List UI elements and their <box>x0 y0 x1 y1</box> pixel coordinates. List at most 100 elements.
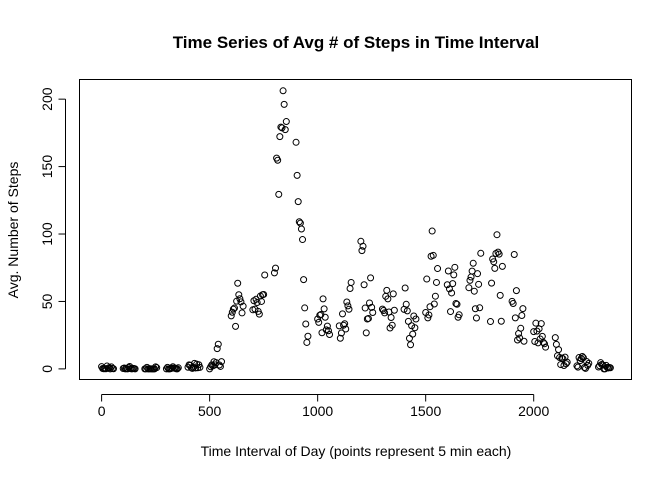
data-point <box>107 363 115 371</box>
data-point <box>384 295 392 303</box>
data-point <box>255 310 263 318</box>
data-point <box>488 279 496 287</box>
data-point <box>213 345 221 353</box>
data-point <box>239 302 247 310</box>
data-point <box>453 300 461 308</box>
data-point <box>301 304 309 312</box>
data-point <box>320 305 328 313</box>
data-point <box>237 298 245 306</box>
data-point <box>531 338 539 346</box>
data-point <box>366 299 373 307</box>
data-point <box>477 249 485 257</box>
data-point <box>361 304 369 312</box>
data-point <box>339 310 346 318</box>
data-point <box>551 334 559 342</box>
data-point <box>445 285 453 293</box>
data-point <box>196 363 204 371</box>
data-point <box>486 318 494 326</box>
data-point <box>475 280 483 288</box>
data-point <box>578 352 586 360</box>
x-tick-label: 0 <box>98 403 106 419</box>
data-point <box>431 292 439 300</box>
data-point <box>598 360 606 368</box>
data-point <box>405 334 413 342</box>
data-point <box>299 236 307 244</box>
data-point <box>407 341 415 349</box>
data-point <box>281 126 289 134</box>
data-point <box>467 273 475 281</box>
data-point <box>432 278 440 286</box>
data-point <box>493 231 501 239</box>
data-point <box>153 364 161 372</box>
data-point <box>466 276 474 284</box>
data-point <box>227 312 235 320</box>
data-point <box>234 279 242 287</box>
data-point <box>295 218 303 226</box>
data-point <box>260 290 268 298</box>
data-point <box>411 324 419 332</box>
data-point <box>471 305 479 313</box>
data-point <box>276 133 284 141</box>
data-point <box>510 251 518 259</box>
y-tick-label: 200 <box>39 87 55 111</box>
data-point <box>324 327 332 335</box>
data-point <box>390 306 398 314</box>
data-point <box>530 328 538 336</box>
data-point <box>274 156 282 164</box>
data-point <box>152 363 160 371</box>
data-point <box>279 87 287 95</box>
data-point <box>511 314 519 322</box>
data-point <box>519 305 527 313</box>
data-point <box>563 358 571 366</box>
data-point <box>542 343 550 351</box>
x-tick-label: 2000 <box>518 403 549 419</box>
data-point <box>232 322 240 330</box>
data-point <box>131 365 139 373</box>
data-point <box>469 259 477 267</box>
data-point <box>336 334 344 342</box>
data-point <box>347 278 355 286</box>
data-point <box>495 250 503 258</box>
data-point <box>275 190 283 198</box>
data-point <box>429 251 437 259</box>
y-axis: 0 50 100 150 200 <box>39 87 66 373</box>
data-point <box>412 315 420 323</box>
data-point <box>228 308 236 316</box>
data-point <box>389 290 397 298</box>
data-point <box>470 287 478 295</box>
data-point <box>444 267 452 275</box>
data-point <box>450 271 458 279</box>
data-point <box>236 295 244 303</box>
y-axis-label: Avg. Number of Steps <box>5 162 21 299</box>
data-point <box>294 198 302 206</box>
data-point <box>555 346 563 354</box>
data-point <box>218 358 226 366</box>
data-point <box>173 365 181 373</box>
data-point <box>498 262 506 270</box>
data-point <box>337 329 345 337</box>
data-point <box>341 320 349 328</box>
data-point <box>293 171 301 179</box>
data-point <box>253 299 261 307</box>
data-point <box>346 285 354 293</box>
data-point <box>378 305 386 313</box>
data-point <box>533 327 541 335</box>
data-point <box>280 100 288 108</box>
data-point <box>367 274 375 282</box>
data-points <box>98 87 614 373</box>
data-point <box>448 289 456 297</box>
data-point <box>358 247 366 255</box>
data-point <box>447 308 455 316</box>
data-point <box>585 359 593 367</box>
data-point <box>300 276 308 284</box>
data-point <box>606 364 614 372</box>
plot-frame <box>79 79 632 380</box>
data-point <box>238 309 246 317</box>
y-tick-label: 50 <box>39 293 55 309</box>
data-point <box>315 318 323 326</box>
data-point <box>562 360 570 368</box>
data-point <box>257 297 265 305</box>
data-point <box>520 337 528 345</box>
data-point <box>303 338 311 346</box>
